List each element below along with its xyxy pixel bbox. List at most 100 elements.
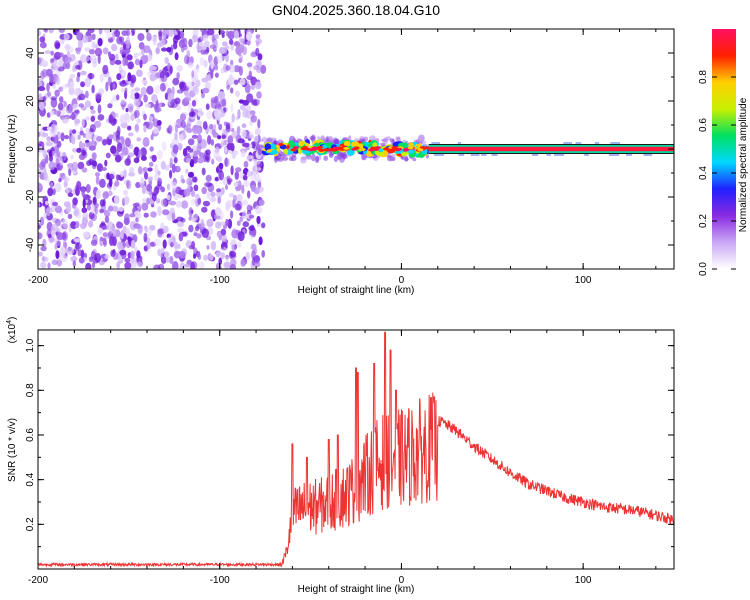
noise-blob <box>88 220 94 228</box>
noise-blob <box>65 43 70 52</box>
noise-blob <box>128 105 134 113</box>
noise-blob <box>221 234 227 242</box>
noise-blob <box>204 81 211 90</box>
noise-blob <box>50 182 54 189</box>
band-peak <box>359 148 366 151</box>
x-tick-label: -100 <box>210 275 230 286</box>
noise-blob <box>201 167 206 176</box>
noise-blob <box>180 218 186 223</box>
noise-blob <box>241 184 245 194</box>
noise-blob <box>41 132 49 137</box>
noise-blob <box>45 207 51 217</box>
noise-blob <box>131 261 138 267</box>
noise-blob <box>124 261 132 269</box>
noise-blob <box>181 179 186 184</box>
noise-blob <box>69 73 76 79</box>
noise-blob <box>135 52 142 57</box>
noise-blob <box>195 193 200 199</box>
noise-blob <box>181 200 189 209</box>
noise-blob <box>128 172 136 177</box>
noise-blob <box>132 202 140 208</box>
noise-blob <box>109 236 115 246</box>
noise-blob <box>153 37 157 46</box>
noise-blob <box>126 180 130 189</box>
noise-blob <box>252 171 257 176</box>
noise-blob <box>38 131 41 137</box>
noise-blob <box>209 123 214 130</box>
noise-blob <box>97 38 103 47</box>
noise-blob <box>50 58 55 63</box>
noise-blob <box>218 30 226 35</box>
noise-blob <box>184 263 191 268</box>
noise-blob <box>96 136 103 142</box>
noise-blob <box>80 70 87 76</box>
noise-blob <box>72 197 78 206</box>
band-peak <box>402 148 409 152</box>
noise-blob <box>172 77 180 86</box>
noise-blob <box>60 132 65 142</box>
noise-blob <box>236 194 243 203</box>
noise-blob <box>38 224 42 229</box>
noise-blob <box>81 149 87 156</box>
noise-blob <box>101 167 107 171</box>
noise-blob <box>51 259 58 266</box>
noise-blob <box>194 126 202 135</box>
steady-line-speck <box>584 154 589 156</box>
noise-blob <box>68 86 75 96</box>
noise-blob <box>237 231 245 242</box>
noise-blob <box>143 232 148 243</box>
noise-blob <box>116 261 121 269</box>
noise-blob <box>257 186 264 193</box>
noise-blob <box>143 45 151 54</box>
noise-blob <box>237 138 245 144</box>
noise-blob <box>260 64 267 74</box>
noise-blob <box>174 132 178 141</box>
noise-blob <box>201 228 209 238</box>
noise-blob <box>40 261 47 269</box>
noise-blob <box>123 189 129 196</box>
colorbar-tick-label: 0.0 <box>698 262 709 276</box>
band-peak <box>417 148 424 152</box>
noise-blob <box>226 143 233 151</box>
noise-blob <box>223 261 231 269</box>
noise-blob <box>143 94 148 103</box>
noise-blob <box>115 53 119 62</box>
noise-blob <box>251 98 259 105</box>
noise-blob <box>67 247 74 255</box>
noise-blob <box>191 100 197 107</box>
noise-blob <box>82 35 89 44</box>
noise-blob <box>85 184 91 193</box>
noise-blob <box>143 212 149 218</box>
noise-blob <box>102 139 108 146</box>
steady-line-speck <box>554 154 565 156</box>
noise-blob <box>233 41 240 47</box>
noise-blob <box>38 57 42 65</box>
x-tick-label: 100 <box>575 575 592 586</box>
band-blob <box>343 140 351 147</box>
noise-blob <box>105 81 109 92</box>
noise-blob <box>240 149 246 158</box>
noise-blob <box>124 115 131 123</box>
noise-blob <box>215 207 222 216</box>
noise-blob <box>242 210 247 220</box>
noise-blob <box>153 127 159 134</box>
noise-blob <box>203 59 208 68</box>
noise-blob <box>88 145 96 151</box>
noise-blob <box>161 47 168 52</box>
noise-blob <box>43 167 47 177</box>
noise-blob <box>108 134 114 140</box>
noise-blob <box>87 141 95 146</box>
noise-blob <box>172 261 179 269</box>
y-tick-label: 0.6 <box>25 428 36 442</box>
noise-blob <box>122 225 127 234</box>
noise-blob <box>187 148 194 153</box>
noise-blob <box>91 41 96 50</box>
noise-blob <box>151 192 157 202</box>
noise-blob <box>139 183 145 189</box>
transition-blob <box>257 138 264 143</box>
noise-blob <box>170 44 178 50</box>
steady-line-speck <box>458 154 465 156</box>
transition-blob <box>386 136 391 141</box>
steady-line-speck <box>626 154 632 156</box>
noise-blob <box>162 225 169 234</box>
